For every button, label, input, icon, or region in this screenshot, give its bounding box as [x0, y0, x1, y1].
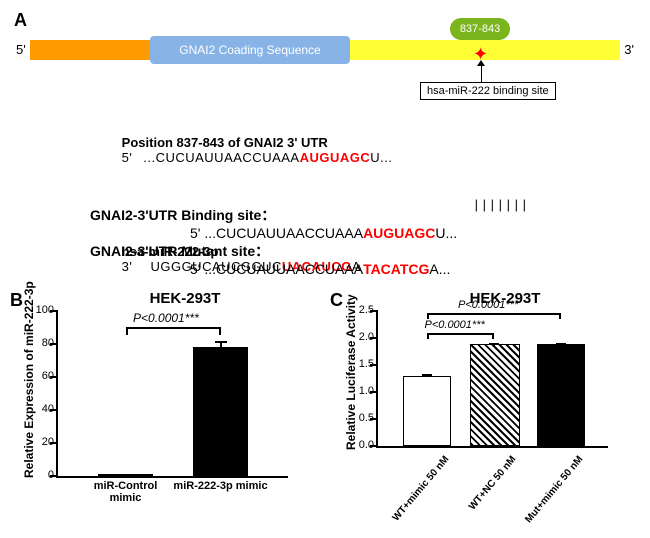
cds-region: GNAI2 Coading Sequence	[150, 36, 350, 64]
seq-row1-seed: AUGUAGC	[300, 150, 371, 165]
bar-1	[193, 347, 248, 476]
wt-prefix: ...CUCUAUUAACCUAAA	[204, 225, 363, 241]
wt-suffix: U...	[435, 225, 457, 241]
five-prime-label: 5'	[16, 42, 26, 57]
panel-c-ylabel: Relative Luciferase Activity	[344, 294, 358, 450]
wt-label: GNAI2-3'UTR Binding site：	[90, 205, 457, 225]
binding-site-box: hsa-miR-222 binding site	[420, 82, 556, 100]
seq-row1-5p: 5'	[122, 150, 133, 165]
panel-b-title: HEK-293T	[50, 290, 320, 307]
wt-seed: AUGUAGC	[363, 225, 435, 241]
panel-b: B HEK-293T Relative Expression of miR-22…	[10, 290, 320, 515]
bar-0	[403, 376, 451, 446]
three-prime-label: 3'	[624, 42, 634, 57]
panel-c: C HEK-293T Relative Luciferase Activity …	[330, 290, 640, 515]
mut-suffix: A...	[429, 261, 450, 277]
gene-track: GNAI2 Coading Sequence	[30, 40, 620, 60]
pointer-line	[481, 64, 482, 82]
panel-b-chart: 020406080100miR-Control mimicmiR-222-3p …	[56, 311, 288, 478]
binding-region-oval: 837-843	[450, 18, 510, 40]
wt-5p: 5'	[190, 225, 200, 241]
seq-row1-label: Position 837-843 of GNAI2 3' UTR	[122, 135, 332, 150]
bar-0	[98, 474, 153, 476]
mut-seed: TACATCG	[363, 261, 429, 277]
utr5-region	[30, 40, 150, 60]
panel-c-label: C	[330, 290, 343, 311]
mut-label: GNAI2-3'UTR Mutant site：	[90, 241, 457, 261]
wt-mut-block: GNAI2-3'UTR Binding site： 5' ...CUCUAUUA…	[90, 205, 457, 277]
panel-c-chart: 0.00.51.01.52.02.5WT+mimic 50 nMWT+NC 50…	[376, 311, 608, 448]
panel-a: A GNAI2 Coading Sequence 837-843 ✦ hsa-m…	[10, 10, 640, 290]
mut-5p: 5'	[190, 261, 200, 277]
bar-1	[470, 344, 520, 446]
seq-row1-suffix: U...	[370, 150, 392, 165]
mut-prefix: ...CUCUAUUAACCUAAA	[204, 261, 363, 277]
seq-row1-prefix: ...CUCUAUUAACCUAAA	[143, 150, 299, 165]
panel-a-label: A	[14, 10, 27, 31]
bar-2	[537, 344, 585, 446]
